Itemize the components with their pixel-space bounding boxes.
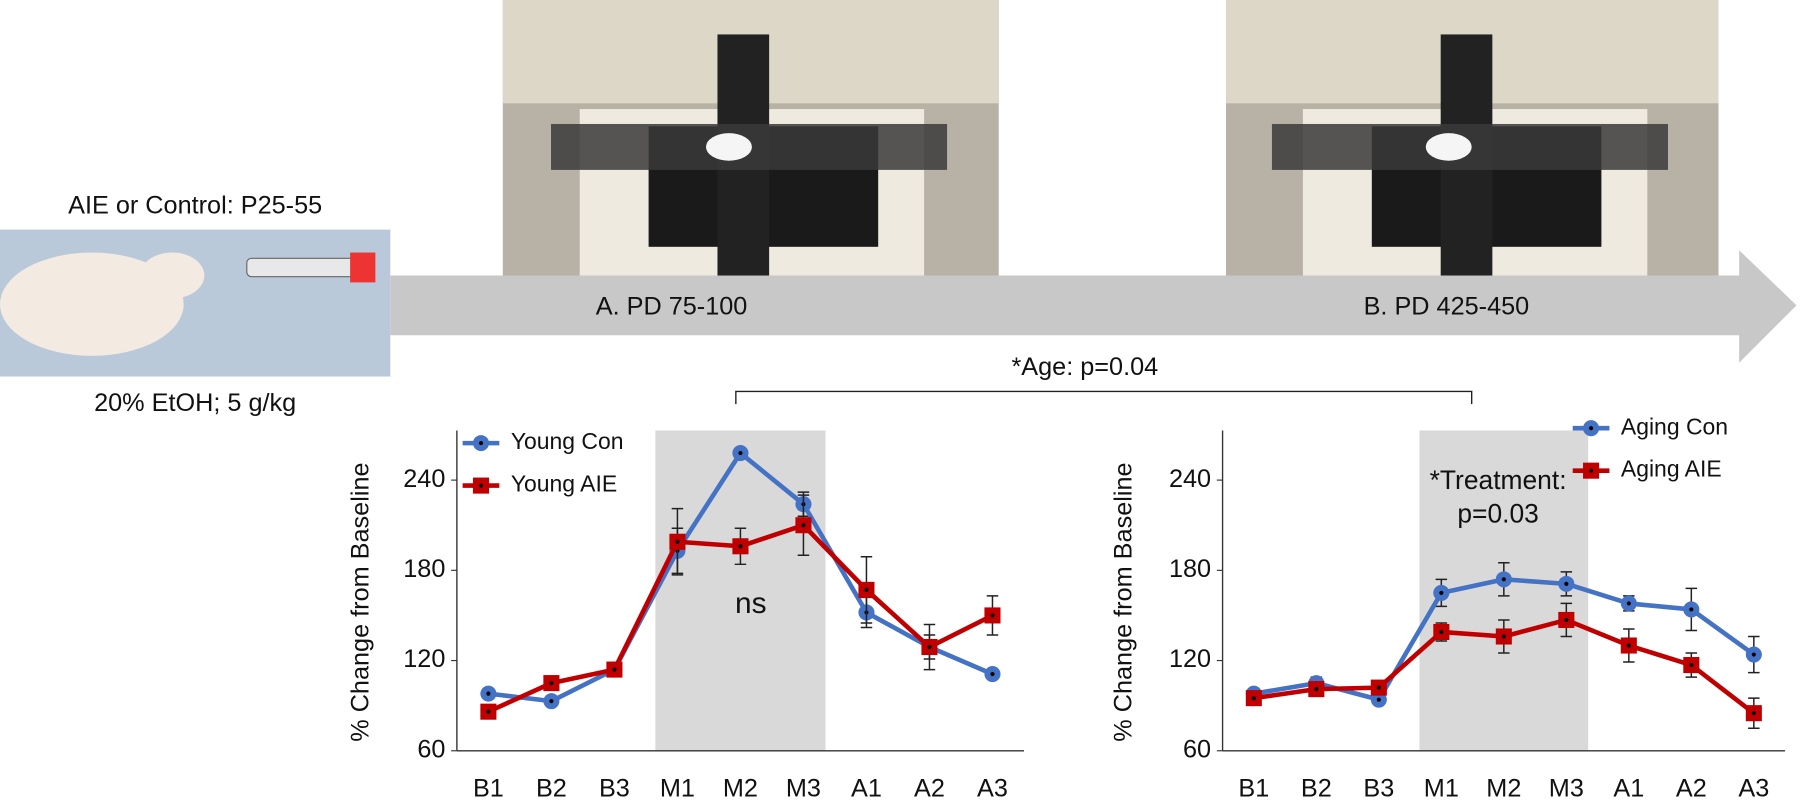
x-tick-label: A3: [1738, 774, 1769, 802]
legend-label: Young Con: [511, 428, 624, 454]
x-tick-label: M3: [1549, 774, 1584, 802]
point-dot: [1439, 629, 1444, 635]
age-stat: *Age: p=0.04: [1011, 353, 1158, 381]
point-dot: [1376, 697, 1381, 702]
annotation: ns: [735, 587, 767, 620]
y-tick-label: 60: [417, 735, 445, 763]
legend-label: Aging AIE: [1621, 456, 1722, 482]
point-dot: [990, 672, 995, 677]
annotation: p=0.03: [1457, 498, 1538, 528]
photo-rat: [0, 229, 391, 377]
stage-label: B. PD 425-450: [1364, 292, 1530, 320]
point-dot: [612, 667, 617, 672]
x-tick-label: B2: [536, 774, 567, 802]
point-dot: [1689, 607, 1694, 612]
y-tick-label: 240: [403, 465, 445, 493]
point-dot: [1376, 685, 1381, 690]
y-tick-label: 120: [1169, 645, 1211, 673]
x-tick-label: M1: [660, 774, 695, 802]
x-tick-label: B3: [599, 774, 630, 802]
legend-label: Aging Con: [1621, 413, 1728, 439]
point-dot: [1689, 662, 1694, 668]
point-dot: [1751, 711, 1756, 716]
point-dot: [864, 587, 869, 592]
x-tick-label: A2: [914, 774, 945, 802]
point-dot: [1751, 652, 1756, 657]
timeline-arrow: [390, 250, 1797, 363]
point-dot: [738, 450, 743, 456]
point-dot: [990, 613, 995, 618]
y-tick-label: 240: [1169, 465, 1211, 493]
x-tick-label: B3: [1363, 774, 1394, 802]
point-dot: [1251, 696, 1256, 701]
x-tick-label: A3: [977, 774, 1008, 802]
legend-dot: [1589, 426, 1594, 431]
annotation: *Treatment:: [1430, 465, 1567, 495]
point-dot: [1439, 590, 1444, 595]
x-tick-label: A1: [1613, 774, 1644, 802]
point-dot: [675, 539, 680, 544]
point-dot: [486, 709, 491, 714]
point-dot: [801, 523, 806, 528]
x-tick-label: M3: [786, 774, 821, 802]
point-dot: [486, 691, 491, 696]
point-dot: [927, 644, 932, 650]
point-dot: [1314, 687, 1319, 692]
legend-dot: [1589, 468, 1594, 473]
point-dot: [1626, 601, 1631, 606]
group-label: AIE or Control: P25-55: [68, 191, 322, 219]
legend-dot: [478, 483, 484, 488]
shaded-region: [655, 430, 826, 751]
x-tick-label: M1: [1424, 774, 1459, 802]
x-tick-label: A1: [851, 774, 882, 802]
point-dot: [738, 544, 743, 549]
y-tick-label: 180: [1169, 555, 1211, 583]
x-tick-label: B1: [473, 774, 504, 802]
dose-label: 20% EtOH; 5 g/kg: [94, 389, 296, 417]
stat-bracket: [735, 390, 1473, 405]
photo-maze-b: [1226, 0, 1719, 276]
point-dot: [1564, 581, 1569, 586]
point-dot: [1626, 643, 1631, 648]
y-tick-label: 180: [403, 555, 445, 583]
x-tick-label: A2: [1676, 774, 1707, 802]
point-dot: [1501, 634, 1506, 639]
x-tick-label: M2: [723, 774, 758, 802]
y-axis-label: % Change from Baseline: [1110, 462, 1138, 741]
stage-label: A. PD 75-100: [596, 292, 748, 320]
point-dot: [1501, 577, 1506, 582]
x-tick-label: B2: [1301, 774, 1332, 802]
y-tick-label: 120: [403, 645, 445, 673]
point-dot: [549, 681, 554, 686]
x-tick-label: B1: [1238, 774, 1269, 802]
x-tick-label: M2: [1486, 774, 1521, 802]
point-dot: [1564, 617, 1569, 623]
y-axis-label: % Change from Baseline: [346, 462, 374, 741]
point-dot: [549, 699, 554, 704]
legend-dot: [478, 441, 484, 446]
y-tick-label: 60: [1183, 735, 1211, 763]
legend-label: Young AIE: [511, 471, 617, 497]
photo-maze-a: [502, 0, 999, 276]
